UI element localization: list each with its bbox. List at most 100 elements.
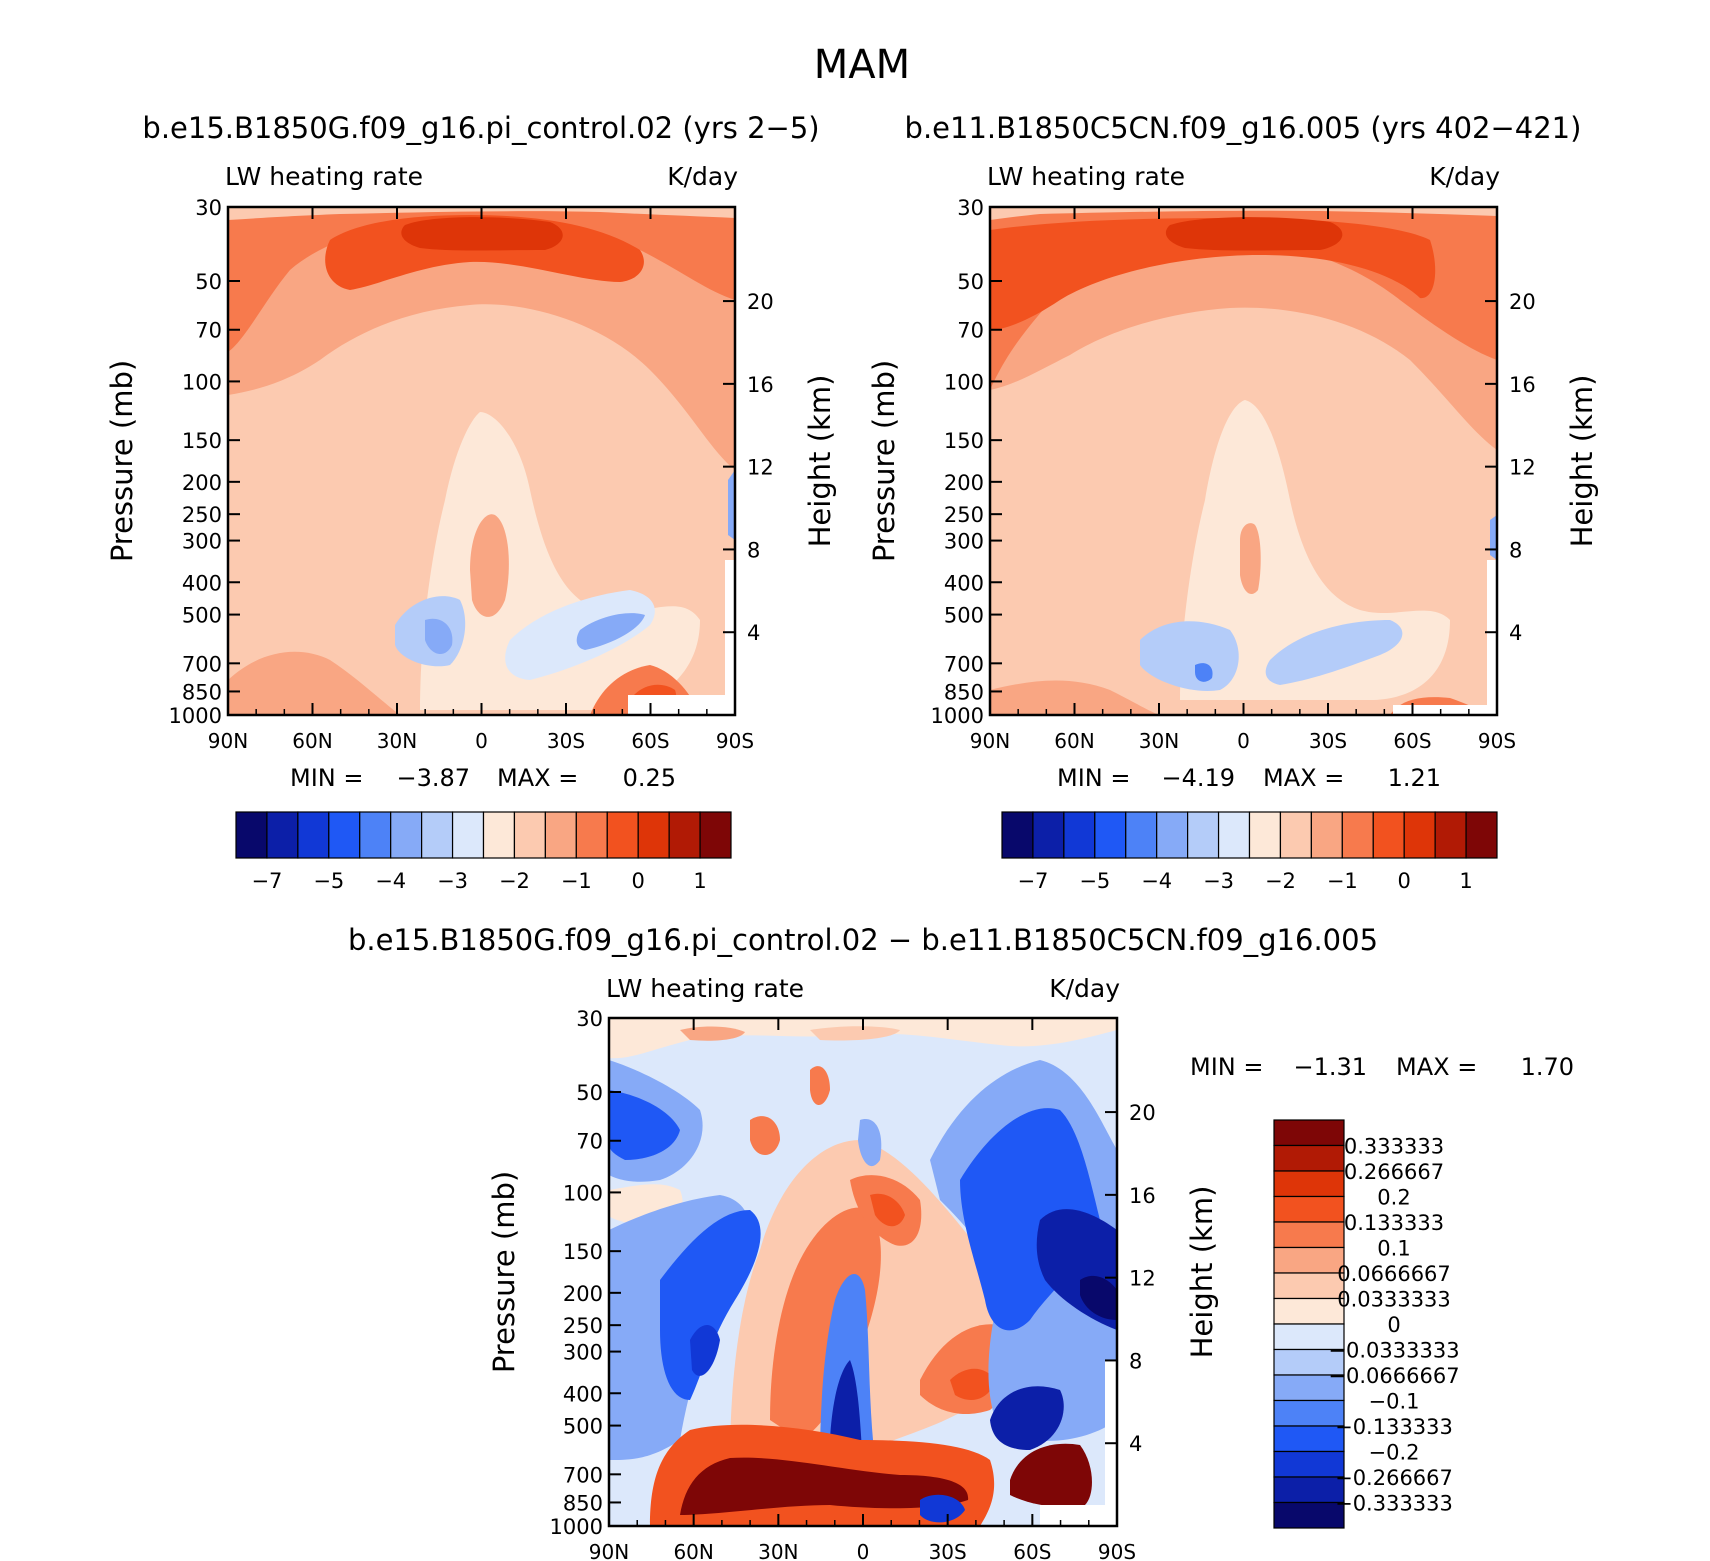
colorbar-box [266, 811, 299, 859]
panel-2-ylabel: Pressure (mb) [867, 360, 901, 562]
panel-1-contour-field [228, 207, 735, 715]
ytick-label: 200 [944, 471, 984, 495]
y2tick-label: 12 [1509, 456, 1536, 480]
colorbar-tick-label: 0.266667 [1344, 1160, 1444, 1184]
panel-1-sfc-warm [228, 651, 400, 715]
colorbar-tick-label: −0.2 [1369, 1441, 1420, 1465]
panel-1-band-top [228, 207, 735, 220]
panel-3-right-string: K/day [1049, 974, 1120, 1003]
panel-1-right-string: K/day [667, 162, 738, 191]
y2tick-label: 8 [1509, 538, 1522, 562]
ytick-label: 100 [563, 1181, 603, 1205]
panel-2-max-label: MAX = [1263, 764, 1344, 792]
panel-3-mid-pos-upper-core [870, 1193, 905, 1227]
panel-2-center-red [1240, 523, 1261, 595]
panel-1-center-red [470, 514, 509, 617]
colorbar-tick-label: 0 [632, 869, 645, 893]
ytick-label: 500 [944, 604, 984, 628]
colorbar-box [1310, 811, 1343, 859]
colorbar-tick-label: −7 [1017, 869, 1048, 893]
ytick-label: 70 [576, 1130, 603, 1154]
colorbar-box [1273, 1450, 1345, 1478]
colorbar-tick-label: −0.1 [1369, 1390, 1420, 1414]
xtick-label: 60N [292, 729, 332, 753]
ytick-label: 150 [182, 429, 222, 453]
panel-3-right-low-neg [990, 1386, 1064, 1450]
panel-2-left-neg-core [1195, 663, 1213, 682]
colorbar-box [1273, 1501, 1345, 1529]
colorbar-box [1273, 1323, 1345, 1351]
ytick-label: 300 [182, 530, 222, 554]
xtick-label: 90N [970, 729, 1010, 753]
xtick-label: 90S [1478, 729, 1516, 753]
panel-3-center-neg-column-core [830, 1360, 862, 1450]
panel-1-left-string: LW heating rate [225, 162, 423, 191]
xtick-label: 90S [1098, 1540, 1136, 1561]
colorbar-box [1032, 811, 1065, 859]
xtick-label: 30S [1309, 729, 1347, 753]
panel-1-ylabel2: Height (km) [803, 375, 837, 548]
xtick-label: 0 [1237, 729, 1250, 753]
colorbar-box [1248, 811, 1282, 859]
colorbar-tick-label: 0.333333 [1344, 1135, 1444, 1159]
colorbar-tick-label: −4 [1141, 869, 1172, 893]
xtick-label: 90N [208, 729, 248, 753]
ytick-label: 700 [563, 1463, 603, 1487]
colorbar-box [297, 811, 330, 859]
panel-2-min-label: MIN = [1057, 764, 1130, 792]
panel-1-edge-neg [728, 470, 735, 540]
colorbar-box [421, 811, 454, 859]
colorbar-tick-label: −1 [561, 869, 592, 893]
ytick-label: 400 [182, 571, 222, 595]
panel-1-ylabel: Pressure (mb) [105, 360, 139, 562]
colorbar-box [1001, 811, 1034, 859]
colorbar-tick-label: 1 [1459, 869, 1472, 893]
colorbar-box [544, 811, 577, 859]
panel-2-ylabel2: Height (km) [1565, 375, 1599, 548]
y2tick-label: 4 [1509, 621, 1522, 645]
colorbar-box [235, 811, 268, 859]
y2tick-label: 8 [1129, 1349, 1142, 1373]
y2tick-label: 16 [1129, 1184, 1156, 1208]
colorbar-tick-label: −4 [375, 869, 406, 893]
colorbar-tick-label: 0.0333333 [1337, 1288, 1451, 1312]
ytick-label: 100 [182, 370, 222, 394]
y2tick-label: 16 [1509, 373, 1536, 397]
xtick-label: 60N [1054, 729, 1094, 753]
colorbar-box [1273, 1195, 1345, 1223]
xtick-label: 60S [1393, 729, 1431, 753]
colorbar-tick-label: 0 [1387, 1313, 1400, 1337]
xtick-label: 30S [547, 729, 585, 753]
panel-2-min-value: −4.19 [1161, 764, 1235, 792]
colorbar-box [390, 811, 423, 859]
ytick-label: 150 [944, 429, 984, 453]
panel-1-title: b.e15.B1850G.f09_g16.pi_control.02 (yrs … [142, 111, 819, 145]
colorbar-box [1273, 1297, 1345, 1325]
panel-3-top-warm [609, 1018, 1117, 1059]
panel-1-band-strat [228, 207, 735, 352]
panel-3-top-warm-3 [810, 1026, 900, 1041]
y2tick-label: 8 [747, 538, 760, 562]
ytick-label: 250 [182, 503, 222, 527]
xtick-label: 30N [758, 1540, 798, 1561]
y2tick-label: 4 [747, 621, 760, 645]
panel-3-left-neg-column-core [660, 1210, 761, 1400]
panel-3-right-neg-darkest [1080, 1275, 1117, 1320]
panel-3-mid-pos-2 [770, 1207, 881, 1440]
ytick-label: 850 [563, 1491, 603, 1515]
colorbar-tick-label: −2 [1265, 869, 1296, 893]
colorbar-box [699, 811, 732, 859]
colorbar-box [1063, 811, 1096, 859]
colorbar-tick-label: −2 [499, 869, 530, 893]
xtick-label: 60S [1013, 1540, 1051, 1561]
colorbar-box [1273, 1144, 1345, 1172]
figure-title: MAM [814, 42, 910, 88]
ytick-label: 70 [195, 319, 222, 343]
colorbar-box [1094, 811, 1127, 859]
colorbar-box [1273, 1170, 1345, 1198]
ytick-label: 200 [182, 471, 222, 495]
colorbar-tick-label: −7 [251, 869, 282, 893]
ytick-label: 500 [563, 1415, 603, 1439]
